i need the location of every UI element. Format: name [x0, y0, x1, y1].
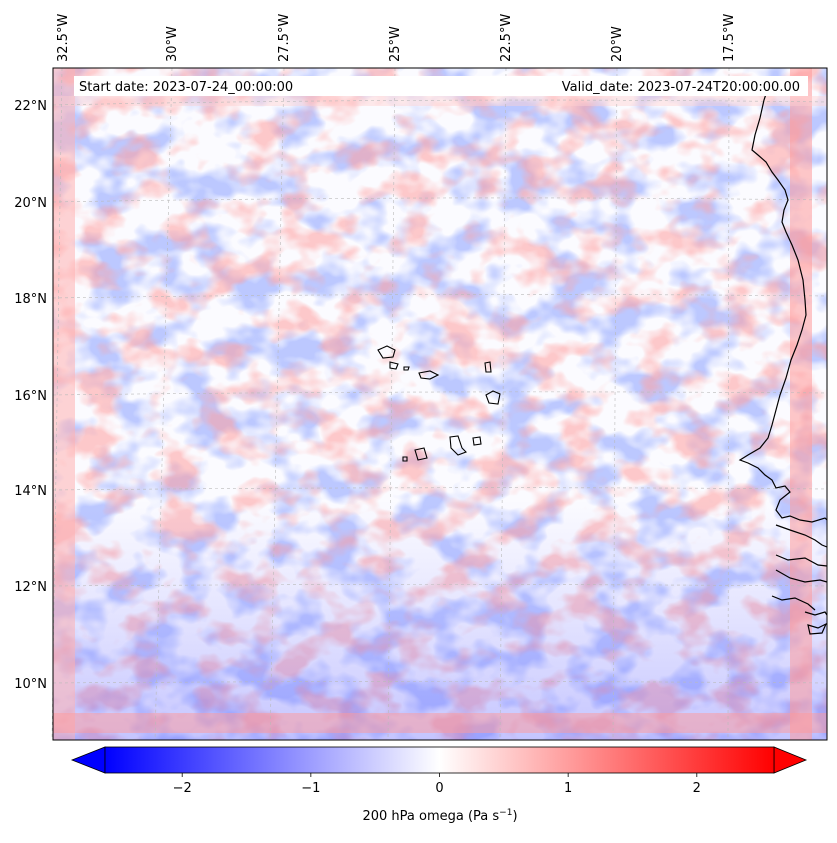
africa-coastline: [738, 87, 828, 523]
map-border: [52, 67, 828, 741]
start-date-label: Start date: 2023-07-24_00:00:00: [79, 80, 293, 95]
date-header-box: [74, 76, 808, 96]
colorbar-tick-label: −1: [301, 781, 320, 796]
boundary-band-east: [790, 68, 812, 740]
colorbar-tick-label: 1: [564, 781, 572, 796]
latitude-label: 12°N: [14, 580, 47, 595]
latitude-label: 14°N: [14, 484, 47, 499]
colorbar: −2 −1 0 1 2 200 hPa omega (Pa s−1): [70, 746, 808, 824]
colorbar-tick-label: 2: [693, 781, 701, 796]
coastline: [738, 87, 828, 635]
longitude-label: 20°W: [610, 26, 625, 62]
latitude-labels: 22°N 20°N 18°N 16°N 14°N 12°N 10°N: [14, 99, 47, 692]
longitude-labels: 32.5°W 30°W 27.5°W 25°W 22.5°W 20°W 17.5°W: [56, 14, 737, 62]
boundary-band-west: [53, 68, 75, 740]
cape-verde-islands: [377, 345, 501, 462]
colorbar-tick-label: −2: [173, 781, 192, 796]
longitude-label: 27.5°W: [277, 14, 292, 62]
longitude-label: 32.5°W: [56, 14, 71, 62]
colorbar-min-extend: [70, 746, 106, 774]
colorbar-gradient: [104, 746, 775, 774]
boundary-band-south: [53, 713, 827, 733]
boundary-band-north: [53, 96, 827, 106]
longitude-label: 30°W: [165, 26, 180, 62]
latitude-label: 18°N: [14, 292, 47, 307]
graticule: [51, 67, 828, 741]
omega-field: [53, 68, 827, 740]
latitude-label: 10°N: [14, 677, 47, 692]
colorbar-label: 200 hPa omega (Pa s−1): [362, 808, 517, 824]
colorbar-tick-label: 0: [435, 781, 443, 796]
latitude-label: 22°N: [14, 99, 47, 114]
latitude-label: 16°N: [14, 389, 47, 404]
latitude-label: 20°N: [14, 196, 47, 211]
longitude-label: 25°W: [388, 26, 403, 62]
longitude-label: 17.5°W: [722, 14, 737, 62]
valid-date-label: Valid_date: 2023-07-24T20:00:00.00: [562, 80, 800, 95]
colorbar-ticks: −2 −1 0 1 2: [173, 773, 701, 796]
colorbar-max-extend: [773, 746, 808, 774]
longitude-label: 22.5°W: [499, 14, 514, 62]
